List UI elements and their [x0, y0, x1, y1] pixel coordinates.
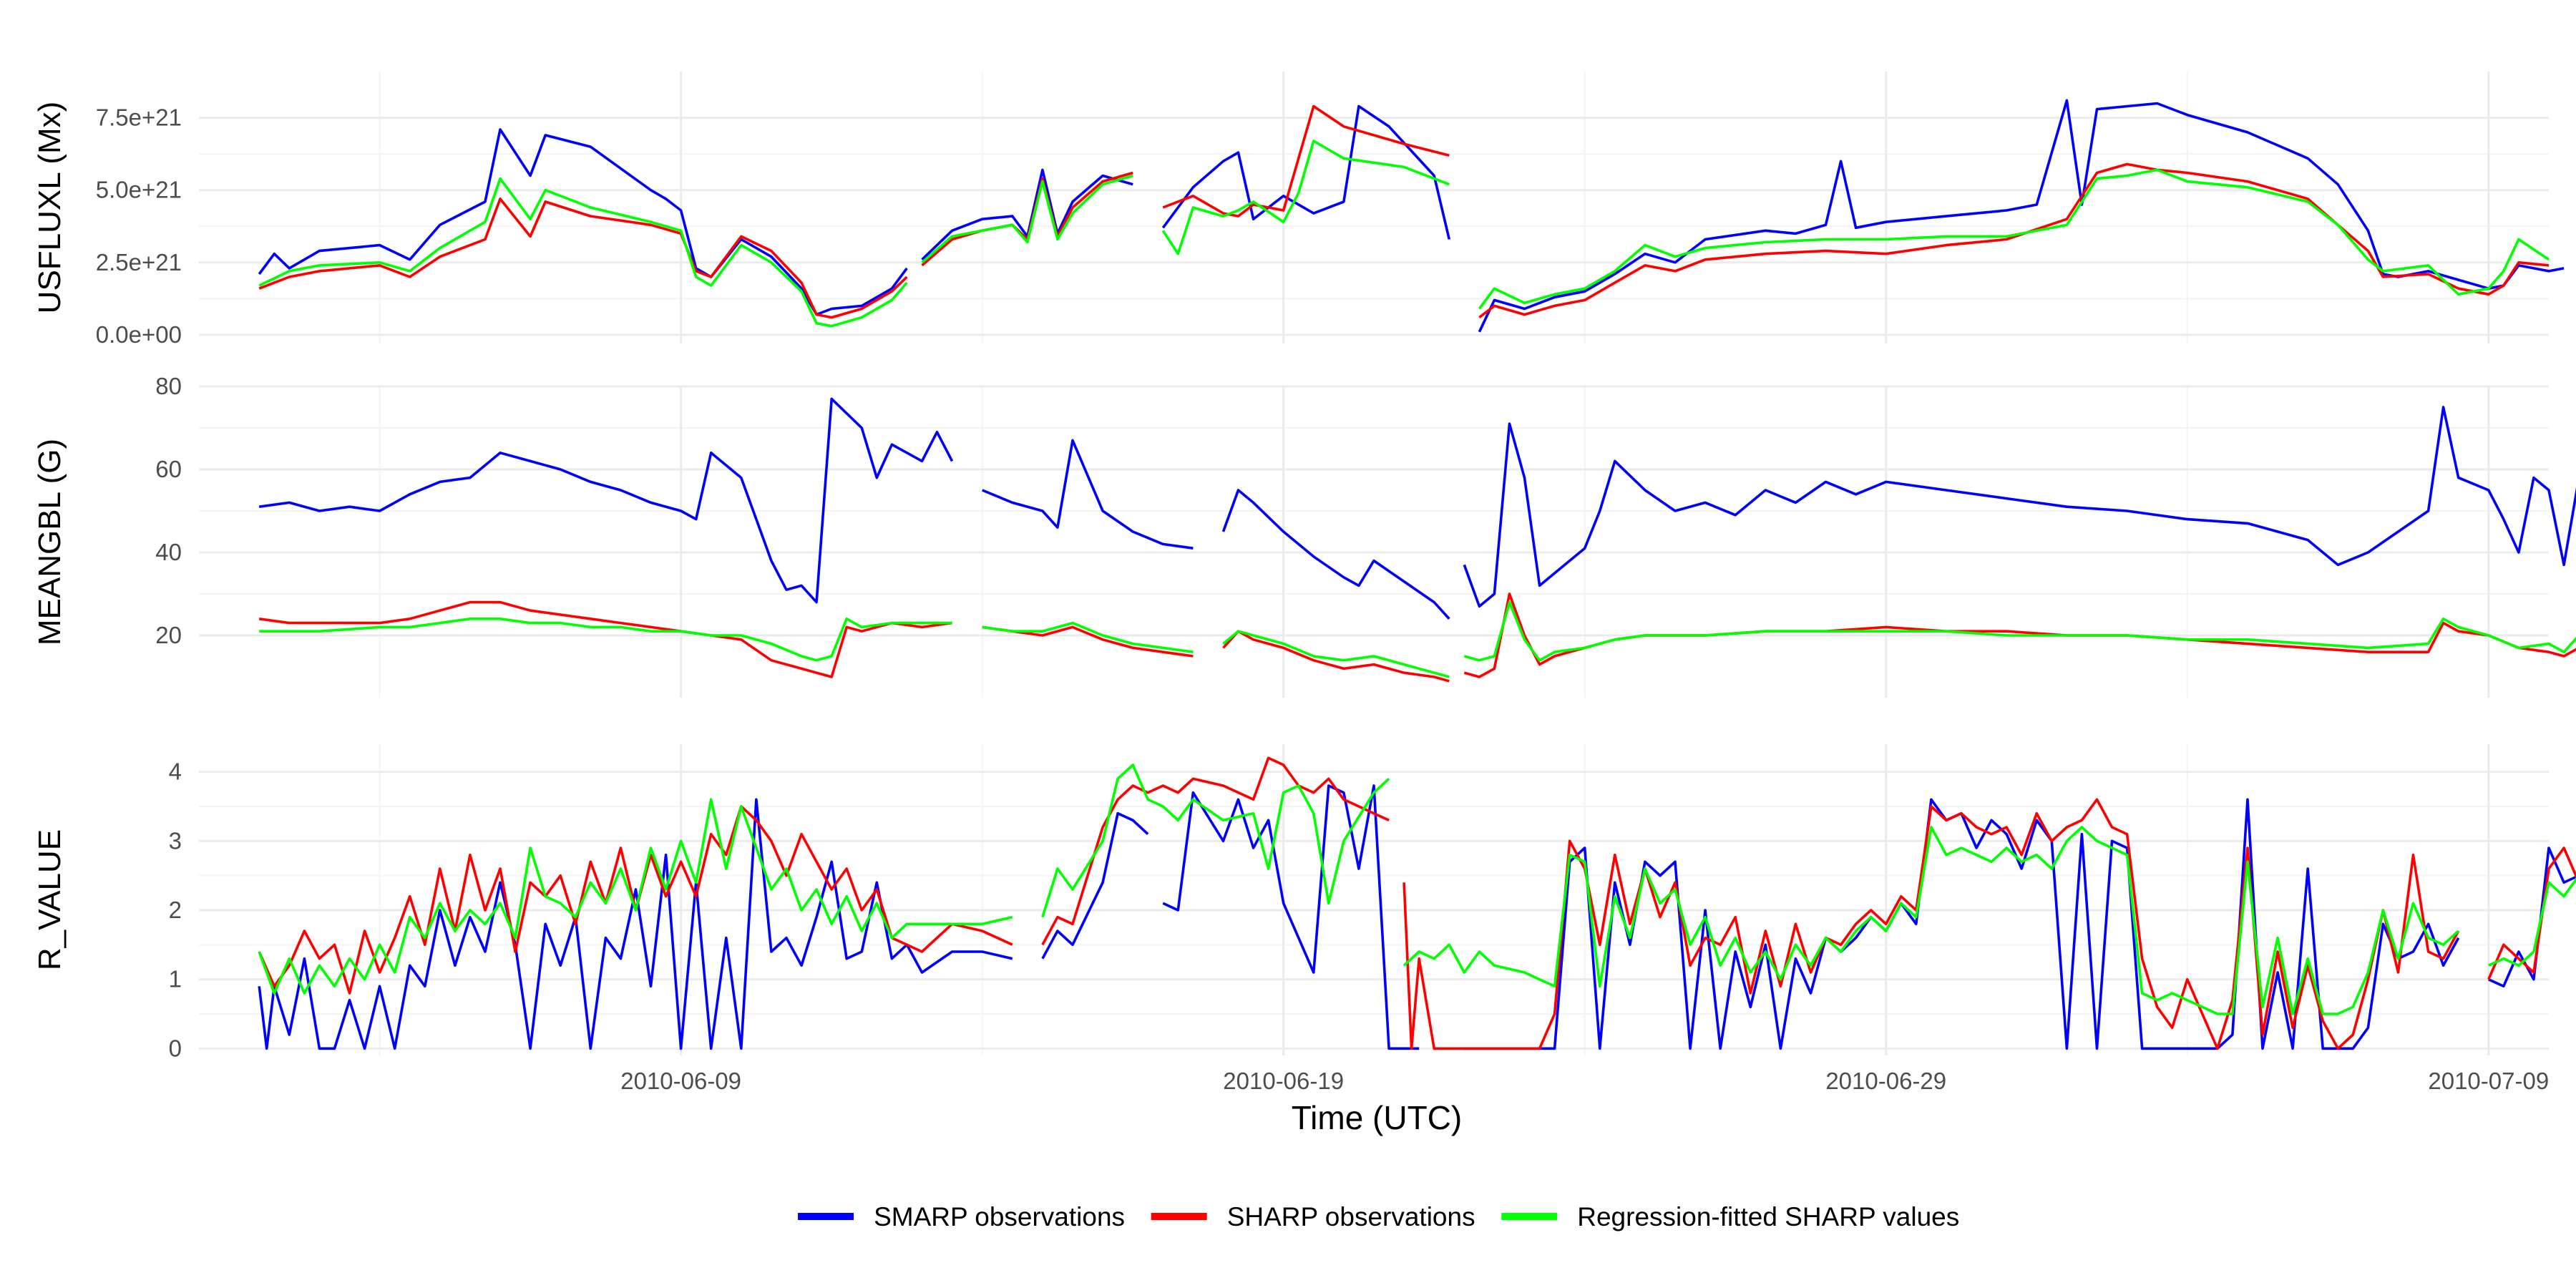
series-line-sharp: [258, 600, 952, 678]
y-tick-label: 5.0e+21: [96, 177, 182, 203]
y-tick-label: 1: [169, 966, 182, 992]
series-line-smarp: [258, 798, 1013, 1050]
x-axis-title: Time (UTC): [1292, 1099, 1462, 1136]
series-line-fitted: [258, 798, 1013, 995]
x-tick-label: 2010-06-19: [1223, 1068, 1344, 1094]
series-line-fitted: [921, 174, 1133, 264]
series-line-smarp: [1463, 406, 2576, 608]
series-smarp: [258, 784, 2576, 1050]
series-line-sharp: [1162, 104, 1450, 218]
legend-item-smarp: SMARP observations: [798, 1202, 1125, 1231]
y-tick-label: 40: [155, 539, 182, 565]
y-axis-title: MEANGBL (G): [32, 439, 67, 645]
series-line-sharp: [2487, 847, 2576, 980]
legend-item-sharp: SHARP observations: [1151, 1202, 1475, 1231]
series-line-smarp: [1221, 489, 1450, 620]
panel-r_value: 0 1 2 3 4 R_VALUE: [32, 744, 2576, 1061]
x-tick-label: 2010-06-29: [1825, 1068, 1946, 1094]
y-tick-label: 0.0e+00: [96, 321, 182, 348]
panels: 0.0e+00 2.5e+21 5.0e+21 7.5e+21 USFLUXL (Mx)…: [32, 72, 2576, 1061]
y-tick-label: 0: [169, 1035, 182, 1061]
series-fitted: [258, 763, 2576, 1015]
legend-label: SMARP observations: [874, 1202, 1125, 1231]
legend-label: Regression-fitted SHARP values: [1577, 1202, 1959, 1231]
series-line-smarp: [2488, 847, 2576, 988]
series-line-fitted: [1041, 763, 1390, 918]
y-tick-label: 3: [169, 827, 182, 854]
series-line-smarp: [1041, 811, 1149, 960]
x-tick-label: 2010-07-09: [2428, 1068, 2549, 1094]
series-line-sharp: [1402, 798, 2460, 1050]
y-tick-label: 60: [155, 456, 182, 482]
series-sharp: [258, 104, 2550, 319]
panel-usfluxl: 0.0e+00 2.5e+21 5.0e+21 7.5e+21 USFLUXL (Mx): [32, 72, 2565, 348]
series-line-fitted: [1402, 826, 2459, 1015]
series-line-sharp: [258, 805, 1013, 995]
series-fitted: [259, 600, 2576, 678]
y-tick-label: 2: [169, 897, 182, 923]
series-fitted: [258, 140, 2550, 328]
series-line-fitted: [258, 177, 908, 328]
legend: SMARP observations SHARP observations Regr…: [798, 1202, 1959, 1231]
series-line-smarp: [982, 439, 1194, 550]
series-line-sharp: [1463, 592, 2576, 678]
y-axis-title: USFLUXL (Mx): [32, 102, 67, 314]
series-line-fitted: [1222, 630, 1450, 678]
y-tick-label: 2.5e+21: [96, 249, 182, 275]
y-tick-label: 7.5e+21: [96, 104, 182, 131]
series-line-smarp: [1478, 99, 2565, 333]
series-sharp: [258, 592, 2576, 683]
series-line-sharp: [1478, 162, 2550, 319]
series-line-smarp: [1464, 798, 2460, 1050]
series-line-sharp: [1041, 756, 1390, 946]
series-smarp: [258, 99, 2565, 333]
series-line-smarp: [258, 397, 954, 604]
series-line-fitted: [1478, 168, 2550, 310]
series-line-smarp: [921, 168, 1133, 261]
x-tick-label: 2010-06-09: [620, 1068, 741, 1094]
y-axis-title: R_VALUE: [32, 829, 67, 970]
series-line-smarp: [258, 128, 908, 316]
y-tick-label: 20: [155, 622, 182, 648]
y-tick-label: 4: [169, 758, 182, 785]
panel-meangbl: 20 40 60 80 MEANGBL (G): [32, 373, 2576, 698]
series-smarp: [258, 397, 2576, 620]
series-line-smarp: [1161, 104, 1451, 240]
series-line-smarp: [1162, 784, 1420, 1050]
series-sharp: [258, 756, 2576, 1050]
series-line-fitted: [1161, 140, 1450, 255]
series-line-fitted: [982, 621, 1194, 653]
series-line-sharp: [1222, 630, 1450, 683]
series-line-fitted: [1463, 600, 2576, 662]
series-line-sharp: [258, 197, 908, 319]
series-line-fitted: [259, 618, 952, 662]
y-tick-label: 80: [155, 373, 182, 399]
legend-label: SHARP observations: [1227, 1202, 1475, 1231]
x-axis: 2010-06-09 2010-06-19 2010-06-29 2010-07-09: [620, 1068, 2549, 1094]
legend-item-fitted: Regression-fitted SHARP values: [1501, 1202, 1959, 1231]
